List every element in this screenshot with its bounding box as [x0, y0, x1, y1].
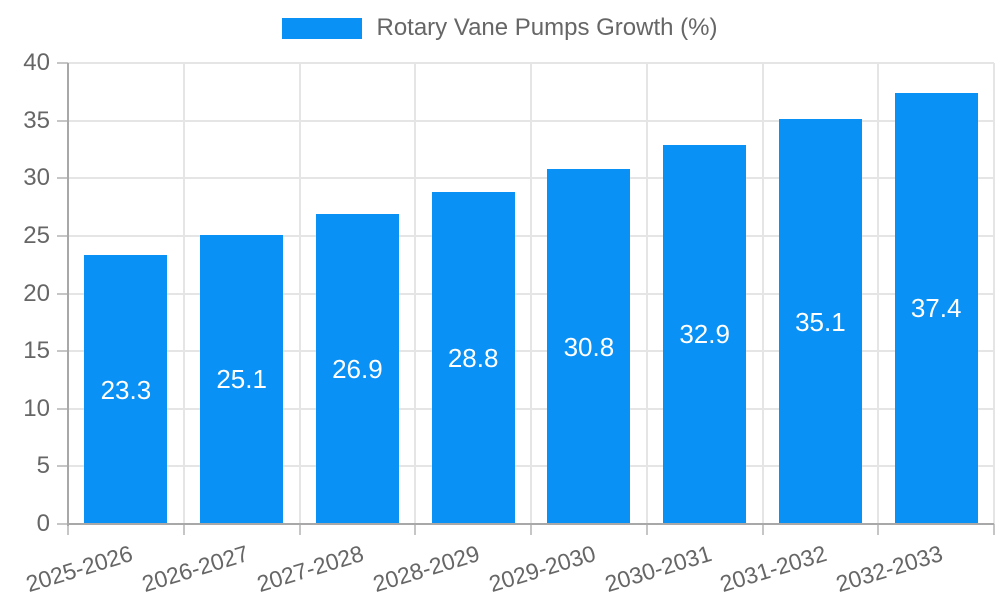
y-axis-tick-label: 10: [23, 394, 50, 422]
x-axis-tick-label: 2027-2028: [254, 540, 367, 598]
legend-swatch: [282, 17, 363, 39]
y-axis-tick-label: 15: [23, 337, 50, 365]
gridline-vertical: [530, 63, 532, 524]
x-tick-mark: [414, 524, 417, 535]
gridline-vertical: [298, 63, 301, 524]
y-axis-tick-label: 25: [23, 221, 50, 249]
gridline-vertical: [414, 63, 417, 524]
y-axis-tick-label: 0: [36, 510, 50, 537]
gridline-vertical: [182, 63, 185, 524]
y-tick-mark: [57, 177, 68, 180]
x-axis-tick-label: 2029-2030: [485, 540, 599, 598]
x-axis-tick-label: 2026-2027: [138, 540, 252, 598]
legend-label: Rotary Vane Pumps Growth (%): [376, 14, 718, 41]
x-tick-mark: [67, 524, 69, 535]
bar-2027-2028[interactable]: [315, 213, 399, 524]
y-tick-mark: [57, 465, 68, 468]
x-tick-mark: [877, 524, 880, 535]
y-tick-mark: [57, 523, 68, 525]
legend-item[interactable]: Rotary Vane Pumps Growth (%): [0, 14, 1000, 42]
x-tick-mark: [182, 524, 185, 535]
bar-2032-2033[interactable]: [894, 92, 978, 524]
y-axis-line: [67, 63, 69, 526]
y-tick-mark: [57, 407, 68, 410]
y-tick-mark: [57, 350, 68, 353]
x-axis-tick-label: 2028-2029: [369, 540, 483, 598]
y-axis-tick-label: 5: [36, 452, 50, 480]
y-tick-mark: [57, 119, 68, 122]
x-axis-tick-label: 2030-2031: [601, 540, 715, 598]
x-axis-tick-label: 2032-2033: [832, 540, 946, 598]
x-axis-tick-label: 2031-2032: [717, 540, 830, 598]
x-tick-mark: [993, 524, 995, 535]
bar-2029-2030[interactable]: [547, 169, 631, 524]
x-tick-mark: [761, 524, 764, 535]
x-tick-mark: [298, 524, 301, 535]
y-axis-tick-label: 20: [23, 279, 50, 307]
bar-2028-2029[interactable]: [431, 192, 515, 524]
y-axis-tick-label: 30: [23, 164, 50, 192]
y-axis-tick-label: 40: [23, 49, 50, 76]
gridline-vertical: [761, 63, 764, 524]
bar-2030-2031[interactable]: [663, 144, 747, 524]
x-axis-tick-label: 2025-2026: [22, 540, 136, 598]
x-tick-mark: [530, 524, 532, 535]
x-tick-mark: [645, 524, 648, 535]
y-tick-mark: [57, 292, 68, 295]
y-axis-tick-label: 35: [23, 106, 50, 134]
x-axis-line: [68, 523, 994, 525]
bar-2025-2026[interactable]: [84, 255, 168, 524]
y-tick-mark: [57, 234, 68, 237]
gridline-vertical: [645, 63, 648, 524]
gridline-vertical: [993, 63, 995, 524]
gridline-vertical: [877, 63, 880, 524]
bar-2026-2027[interactable]: [200, 234, 284, 524]
y-tick-mark: [57, 62, 68, 64]
bar-2031-2032[interactable]: [778, 119, 862, 524]
